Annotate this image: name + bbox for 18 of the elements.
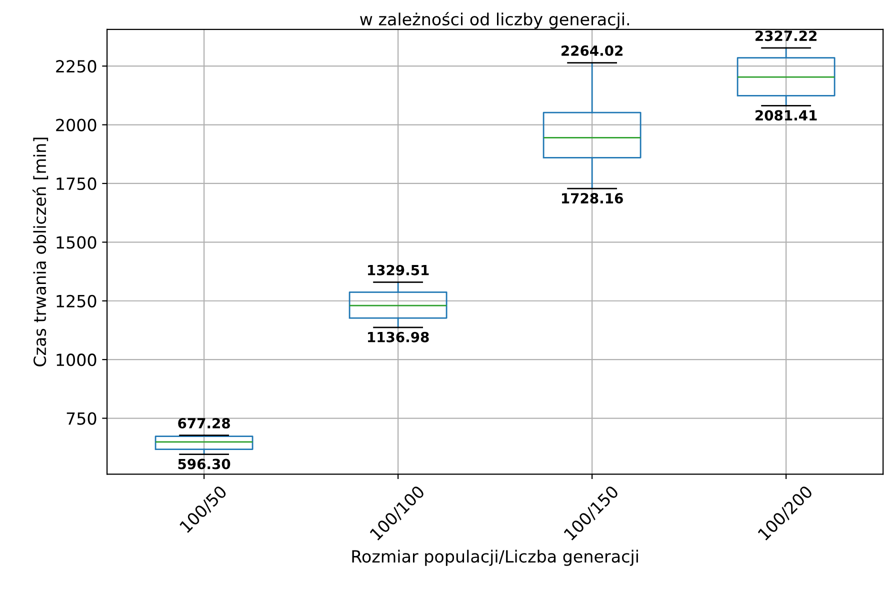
y-axis-title: Czas trwania obliczeń [min] bbox=[32, 138, 48, 366]
annotation: 2264.02 bbox=[562, 45, 622, 56]
annotation: 1329.51 bbox=[368, 264, 429, 276]
y-tick-label: 2000 bbox=[56, 118, 96, 132]
x-axis-title: Rozmiar populacji/Liczba generacji bbox=[352, 550, 638, 566]
annotation: 1136.98 bbox=[368, 332, 429, 342]
y-tick-label: 2250 bbox=[56, 60, 96, 73]
y-tick-label: 1000 bbox=[56, 354, 96, 366]
annotation: 596.30 bbox=[178, 458, 230, 470]
chart-title: w zależności od liczby generacji. bbox=[360, 12, 630, 29]
y-tick-label: 1250 bbox=[56, 294, 96, 308]
y-tick-label: 750 bbox=[66, 412, 96, 425]
y-tick-label: 1500 bbox=[56, 236, 96, 249]
annotation: 1728.16 bbox=[562, 193, 623, 204]
annotation: 677.28 bbox=[178, 418, 230, 428]
annotation: 2081.41 bbox=[756, 110, 817, 121]
annotation: 2327.22 bbox=[756, 30, 816, 42]
y-tick-label: 1750 bbox=[56, 177, 96, 190]
